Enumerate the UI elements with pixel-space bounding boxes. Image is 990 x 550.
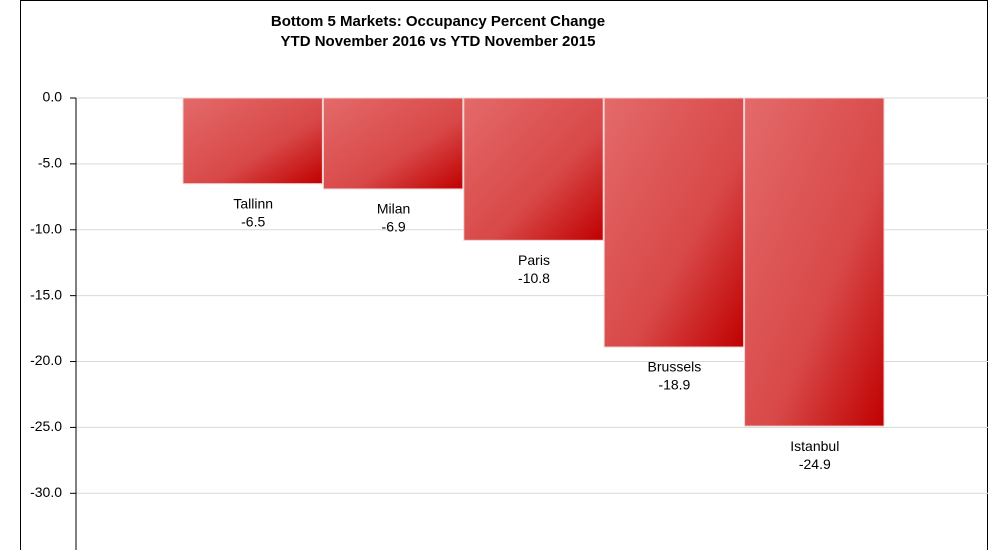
frame [20,0,988,550]
y-tick-label: -5.0 [38,155,62,171]
bar [182,97,323,185]
bar [603,97,745,348]
category-label: Tallinn [233,195,273,211]
y-tick-label: 0.0 [43,89,63,105]
y-tick-label: -10.0 [30,220,62,236]
category-label: Brussels [648,359,702,375]
bar [463,97,604,241]
y-tick-label: -15.0 [30,286,62,302]
category-label: Paris [518,252,550,268]
y-tick-label: -20.0 [30,352,62,368]
value-label: -6.9 [382,219,406,235]
category-label: Istanbul [790,438,839,454]
value-label: -10.8 [518,270,550,286]
y-tick-label: -25.0 [30,418,62,434]
chart-title: Bottom 5 Markets: Occupancy Percent Chan… [271,13,605,30]
value-label: -18.9 [658,377,690,393]
value-label: -6.5 [241,213,265,229]
value-label: -24.9 [799,456,831,472]
category-label: Milan [377,201,410,217]
bar [322,97,464,190]
chart-subtitle: YTD November 2016 vs YTD November 2015 [281,33,596,50]
bar [744,97,885,427]
y-tick-label: -30.0 [30,484,62,500]
